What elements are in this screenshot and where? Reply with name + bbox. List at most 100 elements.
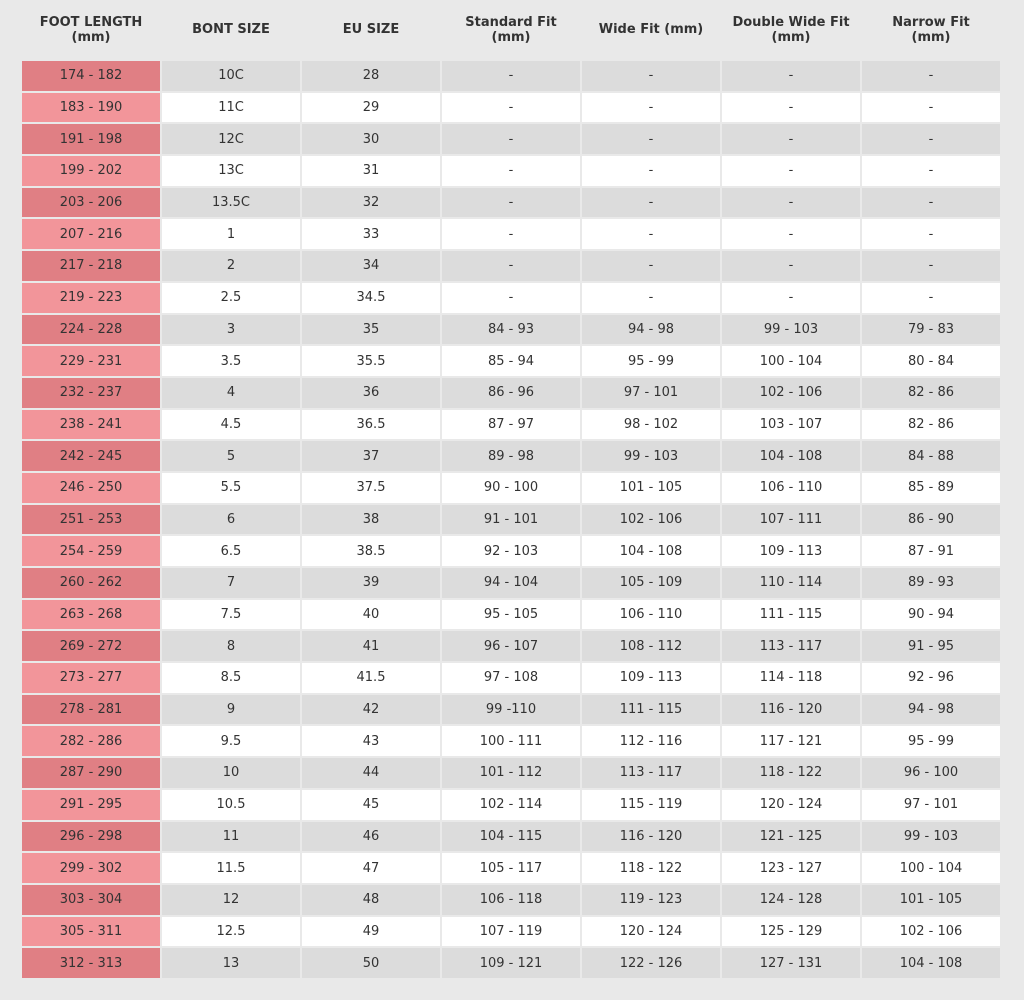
header-cell: Standard Fit (mm)	[465, 14, 557, 45]
table-cell: 109 - 121	[442, 948, 580, 978]
table-cell: -	[862, 251, 1000, 281]
table-row: 207 - 216 1 33- - - -	[22, 219, 1000, 250]
table-cell: 35	[302, 314, 440, 345]
table-cell: 86 - 90	[862, 504, 1000, 535]
table-cell: 96 - 107	[442, 631, 580, 662]
table-cell: 104 - 108	[722, 441, 860, 471]
table-cell: 13	[162, 948, 300, 978]
table-cell: 96 - 100	[862, 758, 1000, 788]
table-cell: 11.5	[162, 853, 300, 883]
table-row: 238 - 241 4.5 36.5 87 - 97 98 - 102 103 - 107…	[22, 409, 1000, 440]
table-cell: 5	[162, 441, 300, 471]
table-cell: -	[442, 156, 580, 186]
foot-length-cell: 282 - 286	[22, 726, 160, 757]
foot-length-cell: 312 - 313	[22, 948, 160, 978]
table-cell: 99 - 103	[862, 821, 1000, 852]
foot-length-cell: 207 - 216	[22, 219, 160, 250]
table-cell: 97 - 108	[442, 663, 580, 693]
table-cell: 104 - 108	[862, 948, 1000, 978]
table-cell: 118 - 122	[582, 853, 720, 883]
foot-length-cell: 254 - 259	[22, 536, 160, 566]
foot-length-cell: 191 - 198	[22, 124, 160, 155]
table-cell: 82 - 86	[862, 409, 1000, 440]
table-cell: 113 - 117	[582, 758, 720, 788]
table-cell: -	[722, 251, 860, 281]
table-cell: 10.5	[162, 789, 300, 820]
table-cell: 101 - 112	[442, 758, 580, 788]
table-cell: 6	[162, 504, 300, 535]
table-cell: -	[582, 187, 720, 218]
table-cell: 2.5	[162, 282, 300, 313]
table-row: 203 - 206 13.5C 32- - - -	[22, 187, 1000, 218]
foot-length-cell: 183 - 190	[22, 92, 160, 123]
table-cell: -	[442, 61, 580, 91]
table-cell: 95 - 105	[442, 599, 580, 630]
table-cell: 42	[302, 694, 440, 725]
table-cell: 29	[302, 92, 440, 123]
table-cell: 1	[162, 219, 300, 250]
table-cell: -	[442, 187, 580, 218]
table-row: 303 - 304 12 48 106 - 118 119 - 123 124 - 128…	[22, 884, 1000, 915]
foot-length-cell: 217 - 218	[22, 251, 160, 281]
header-cell: Wide Fit (mm)	[598, 22, 704, 37]
table-cell: 112 - 116	[582, 726, 720, 757]
table-cell: 100 - 104	[722, 346, 860, 376]
table-row: 305 - 311 12.5 49 107 - 119 120 - 124 125 - 1…	[22, 916, 1000, 947]
table-row: 224 - 228 3 35 84 - 93 94 - 98 99 - 103 79 - 8…	[22, 314, 1000, 345]
table-cell: -	[582, 156, 720, 186]
table-cell: 80 - 84	[862, 346, 1000, 376]
size-table: FOOT LENGTH (mm) BONT SIZE EU SIZE Standard…	[22, 0, 1000, 980]
table-cell: 3.5	[162, 346, 300, 376]
table-cell: 111 - 115	[582, 694, 720, 725]
table-cell: -	[722, 219, 860, 250]
table-cell: 7	[162, 568, 300, 598]
table-row: 287 - 290 10 44 101 - 112 113 - 117 118 - 122…	[22, 758, 1000, 788]
table-row: 296 - 298 11 46 104 - 115 116 - 120 121 - 125…	[22, 821, 1000, 852]
table-cell: 95 - 99	[582, 346, 720, 376]
table-cell: 98 - 102	[582, 409, 720, 440]
foot-length-cell: 303 - 304	[22, 884, 160, 915]
table-cell: 41.5	[302, 663, 440, 693]
table-cell: 10	[162, 758, 300, 788]
table-cell: 111 - 115	[722, 599, 860, 630]
table-cell: 92 - 103	[442, 536, 580, 566]
table-cell: 121 - 125	[722, 821, 860, 852]
table-cell: 36.5	[302, 409, 440, 440]
table-cell: 106 - 110	[722, 472, 860, 503]
table-cell: 38	[302, 504, 440, 535]
table-row: 199 - 202 13C 31- - - -	[22, 156, 1000, 186]
table-cell: -	[582, 61, 720, 91]
foot-length-cell: 242 - 245	[22, 441, 160, 471]
table-cell: 92 - 96	[862, 663, 1000, 693]
table-cell: -	[862, 282, 1000, 313]
table-cell: 102 - 106	[862, 916, 1000, 947]
table-cell: 50	[302, 948, 440, 978]
table-cell: 7.5	[162, 599, 300, 630]
table-cell: 44	[302, 758, 440, 788]
foot-length-cell: 299 - 302	[22, 853, 160, 883]
foot-length-cell: 287 - 290	[22, 758, 160, 788]
foot-length-cell: 238 - 241	[22, 409, 160, 440]
foot-length-cell: 232 - 237	[22, 377, 160, 408]
table-cell: 95 - 99	[862, 726, 1000, 757]
table-cell: 94 - 98	[862, 694, 1000, 725]
table-cell: 91 - 95	[862, 631, 1000, 662]
table-cell: 105 - 117	[442, 853, 580, 883]
table-cell: 12	[162, 884, 300, 915]
table-cell: 99 - 103	[582, 441, 720, 471]
table-cell: 37	[302, 441, 440, 471]
table-cell: 100 - 111	[442, 726, 580, 757]
foot-length-cell: 246 - 250	[22, 472, 160, 503]
table-cell: 91 - 101	[442, 504, 580, 535]
table-cell: -	[442, 219, 580, 250]
table-row: 263 - 268 7.5 40 95 - 105 106 - 110 111 - 115…	[22, 599, 1000, 630]
header-cell: FOOT LENGTH (mm)	[39, 14, 143, 45]
table-cell: -	[582, 92, 720, 123]
table-cell: 87 - 97	[442, 409, 580, 440]
foot-length-cell: 203 - 206	[22, 187, 160, 218]
header-cell: Narrow Fit (mm)	[892, 14, 970, 45]
table-cell: -	[862, 156, 1000, 186]
table-cell: -	[862, 219, 1000, 250]
table-cell: -	[862, 61, 1000, 91]
